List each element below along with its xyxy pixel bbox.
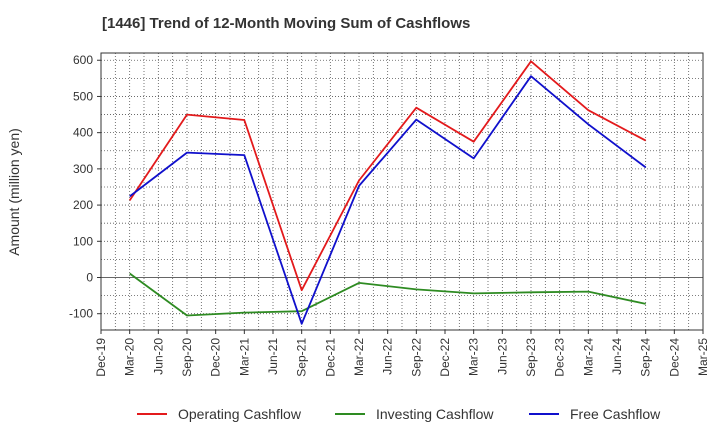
series-line bbox=[129, 272, 646, 317]
x-tick-label: Mar-21 bbox=[237, 338, 251, 376]
legend-label: Investing Cashflow bbox=[376, 406, 494, 422]
y-tick-label: 600 bbox=[73, 53, 93, 67]
x-tick-label: Jun-23 bbox=[495, 338, 509, 375]
x-tick-label: Sep-22 bbox=[409, 338, 423, 377]
axis-layer: -100 0 100 200 300 400 500 600 Dec-19 Mar-20 Jun-2… bbox=[69, 52, 710, 377]
x-tick-label: Dec-19 bbox=[94, 338, 108, 377]
series-layer bbox=[128, 60, 647, 325]
x-tick-label: Mar-24 bbox=[581, 338, 595, 376]
x-tick-label: Sep-21 bbox=[295, 338, 309, 377]
x-tick-label: Mar-20 bbox=[123, 338, 137, 376]
x-tick-label: Mar-22 bbox=[352, 338, 366, 376]
x-tick-label: Sep-23 bbox=[524, 338, 538, 377]
x-tick-label: Jun-21 bbox=[266, 338, 280, 375]
y-tick-label: 300 bbox=[73, 162, 93, 176]
y-tick-label: 0 bbox=[86, 270, 93, 284]
x-tick-label: Dec-20 bbox=[209, 338, 223, 377]
grid-layer bbox=[101, 53, 703, 330]
y-tick-label: 100 bbox=[73, 234, 93, 248]
y-tick-label: 400 bbox=[73, 126, 93, 140]
plot-frame bbox=[100, 52, 704, 331]
legend: Operating Cashflow Investing Cashflow Free… bbox=[137, 406, 661, 422]
y-tick-label: -100 bbox=[69, 307, 93, 321]
x-tick-label: Mar-23 bbox=[467, 338, 481, 376]
legend-label: Operating Cashflow bbox=[178, 406, 302, 422]
legend-label: Free Cashflow bbox=[570, 406, 661, 422]
x-tick-label: Dec-23 bbox=[553, 338, 567, 377]
chart-title: [1446] Trend of 12-Month Moving Sum of C… bbox=[102, 15, 471, 32]
x-tick-label: Dec-22 bbox=[438, 338, 452, 377]
y-tick-label: 500 bbox=[73, 89, 93, 103]
x-tick-label: Jun-24 bbox=[610, 338, 624, 375]
x-tick-label: Sep-24 bbox=[639, 338, 653, 377]
y-tick-label: 200 bbox=[73, 198, 93, 212]
x-tick-label: Jun-22 bbox=[381, 338, 395, 375]
x-tick-label: Mar-25 bbox=[696, 338, 710, 376]
x-tick-label: Sep-20 bbox=[180, 338, 194, 377]
x-tick-label: Jun-20 bbox=[151, 338, 165, 375]
series-line bbox=[129, 75, 647, 325]
x-tick-label: Dec-24 bbox=[667, 338, 681, 377]
series-line bbox=[128, 60, 647, 292]
x-tick-label: Dec-21 bbox=[323, 338, 337, 377]
